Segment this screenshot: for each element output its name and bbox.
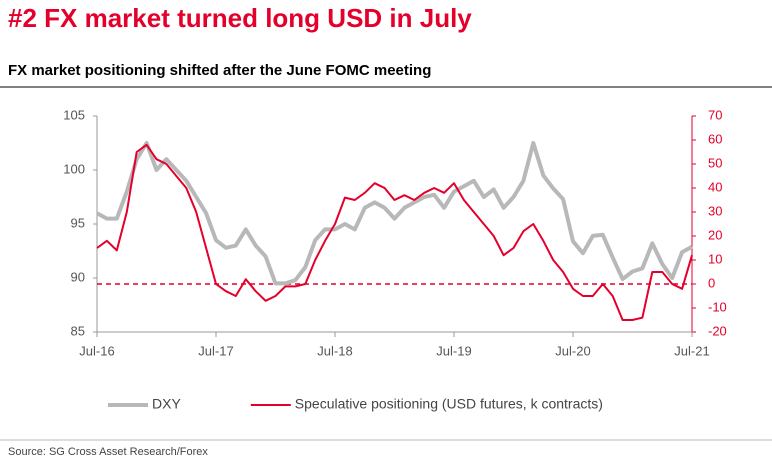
y2-tick-label: 10 bbox=[708, 251, 722, 266]
x-tick-label: Jul-20 bbox=[555, 343, 590, 358]
y2-tick-label: 70 bbox=[708, 107, 722, 122]
legend-label: DXY bbox=[152, 396, 181, 412]
y-tick-label: 95 bbox=[71, 215, 85, 230]
y-tick-label: 85 bbox=[71, 323, 85, 338]
x-tick-label: Jul-18 bbox=[317, 343, 352, 358]
legend-label: Speculative positioning (USD futures, k … bbox=[295, 396, 603, 412]
x-tick-label: Jul-17 bbox=[198, 343, 233, 358]
y2-tick-label: -10 bbox=[708, 299, 727, 314]
source-note: Source: SG Cross Asset Research/Forex bbox=[8, 446, 208, 458]
y2-tick-label: 40 bbox=[708, 179, 722, 194]
chart-title: #2 FX market turned long USD in July bbox=[8, 3, 472, 33]
series-line bbox=[96, 143, 693, 321]
y-tick-label: 105 bbox=[63, 107, 85, 122]
y2-tick-label: 0 bbox=[708, 275, 715, 290]
chart-subtitle: FX market positioning shifted after the … bbox=[8, 62, 431, 79]
y2-tick-label: -20 bbox=[708, 323, 727, 338]
y2-tick-label: 20 bbox=[708, 227, 722, 242]
y2-tick-label: 30 bbox=[708, 203, 722, 218]
x-tick-label: Jul-19 bbox=[436, 343, 471, 358]
y-tick-label: 90 bbox=[71, 269, 85, 284]
series-line bbox=[96, 141, 693, 286]
y-tick-label: 100 bbox=[63, 161, 85, 176]
x-tick-label: Jul-21 bbox=[674, 343, 709, 358]
y2-tick-label: 50 bbox=[708, 155, 722, 170]
y2-tick-label: 60 bbox=[708, 131, 722, 146]
x-tick-label: Jul-16 bbox=[79, 343, 114, 358]
